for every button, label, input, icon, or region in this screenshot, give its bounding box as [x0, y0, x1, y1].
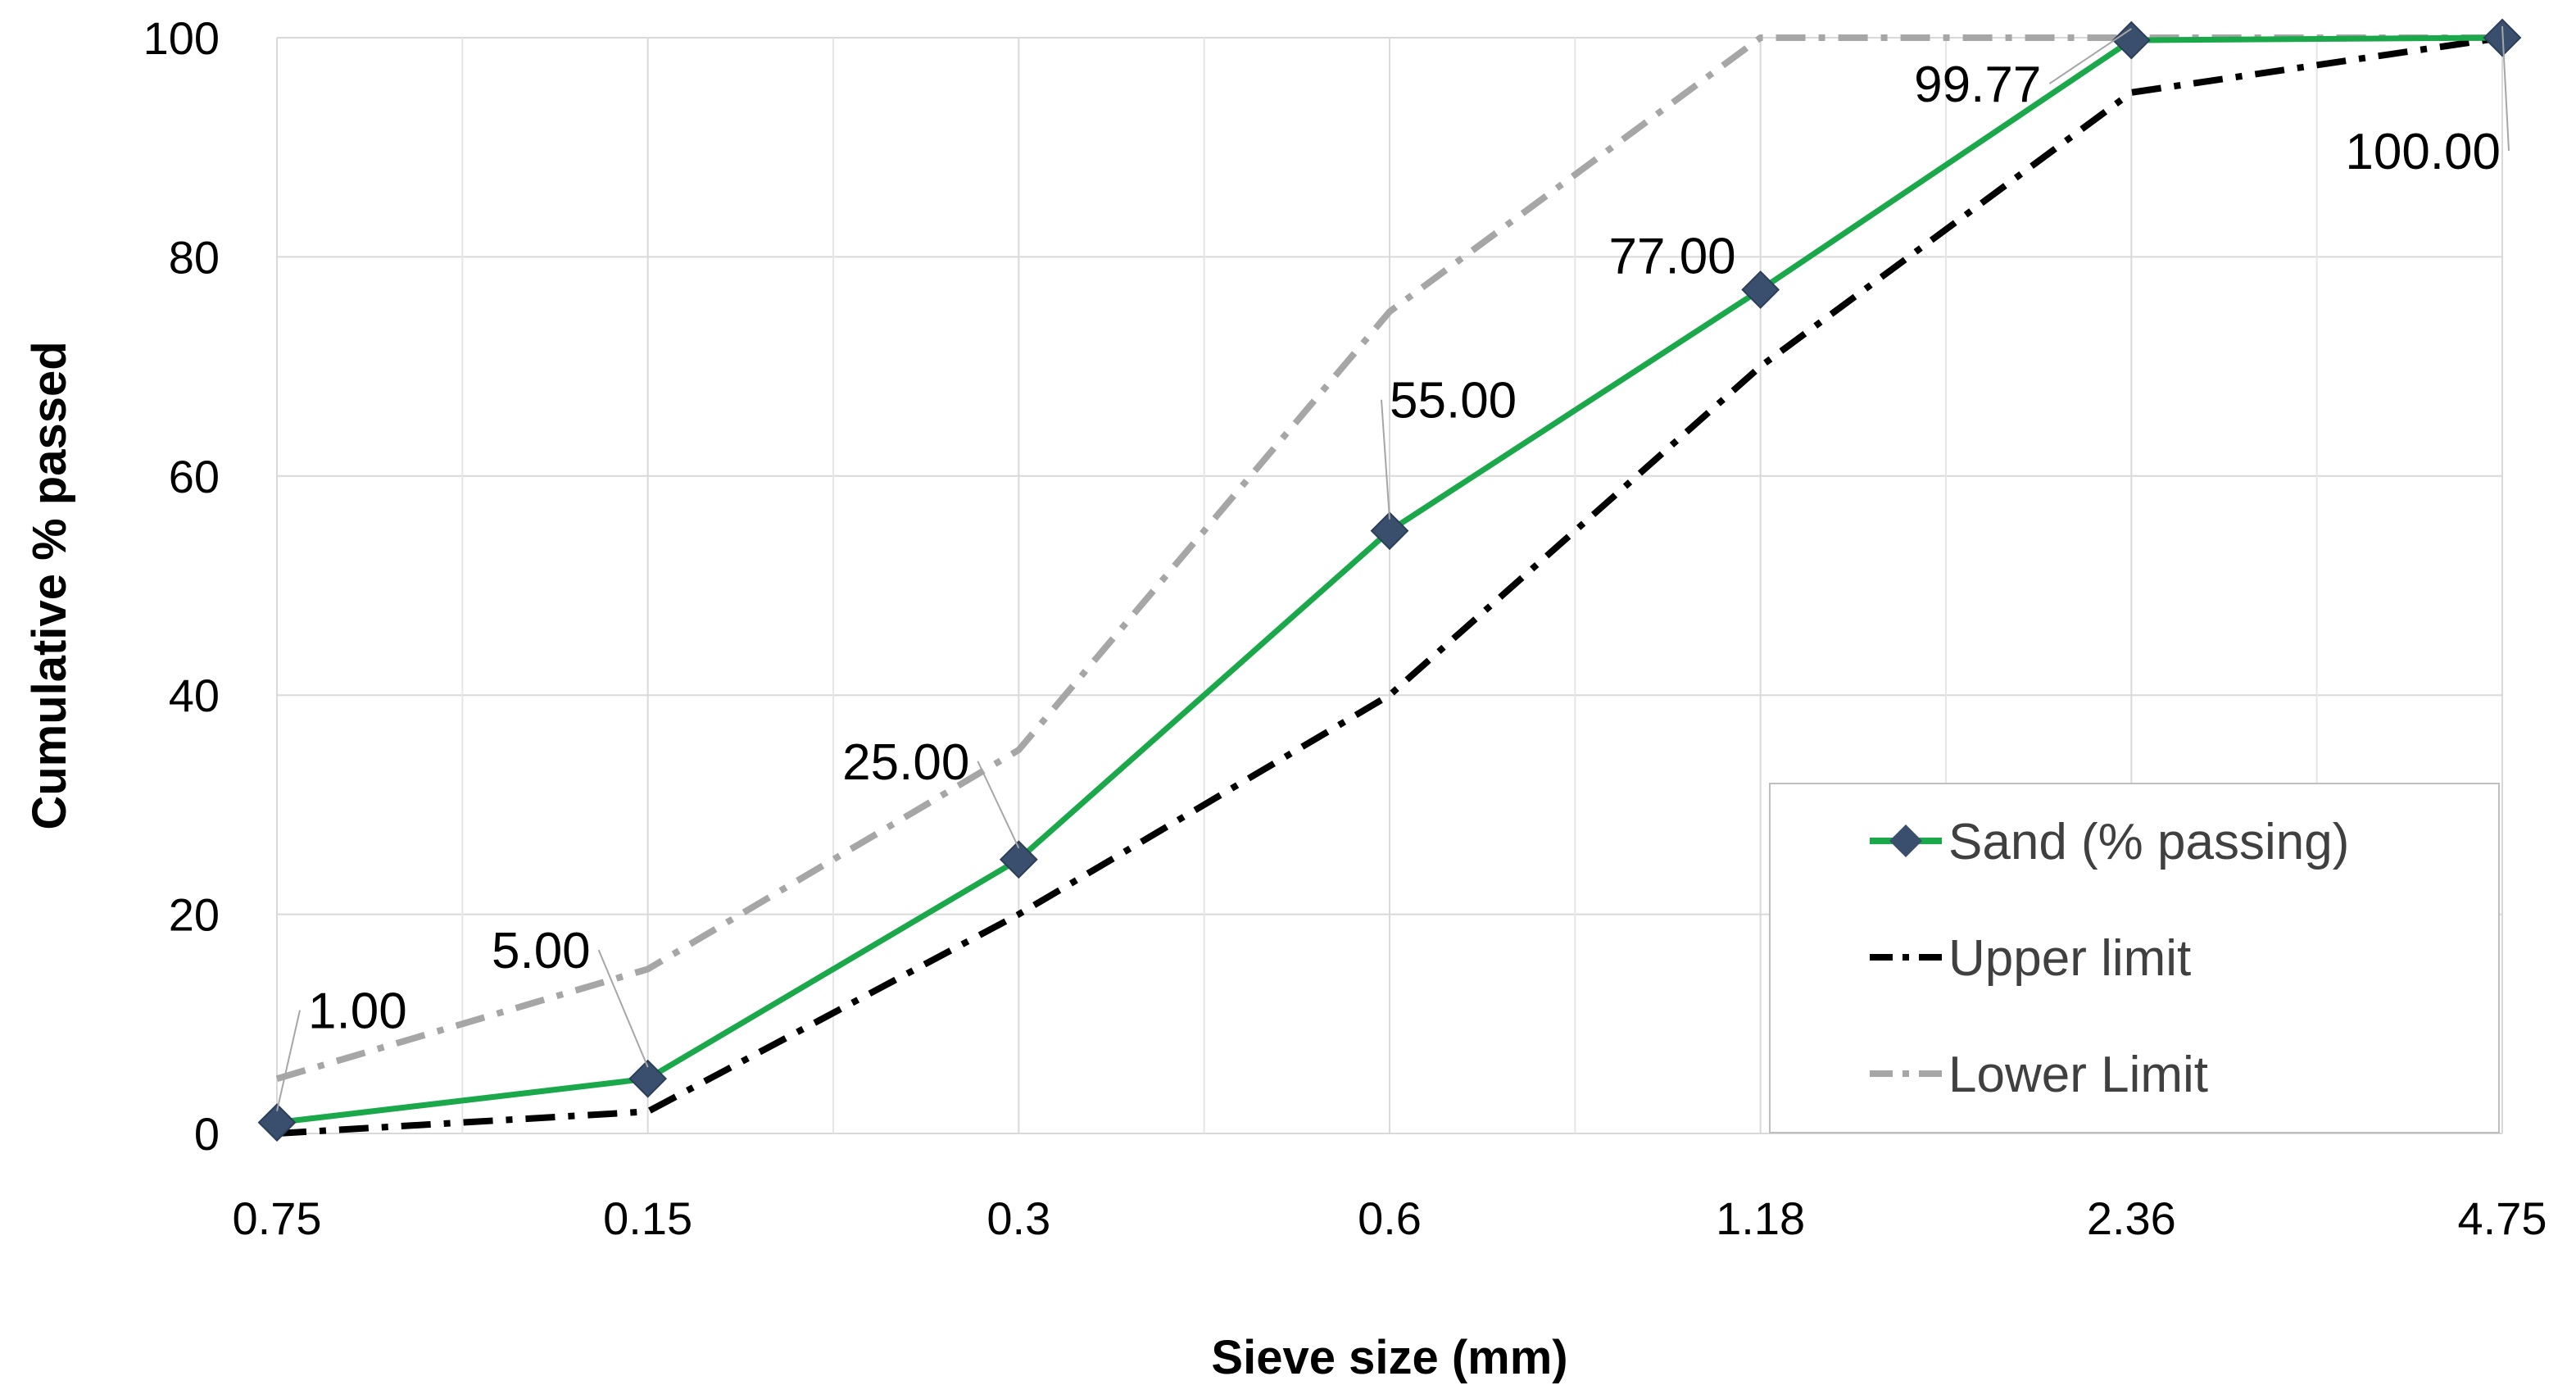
- sand-marker-4: [1741, 270, 1780, 309]
- y-tick-label-100: 100: [143, 12, 220, 64]
- x-tick-label-6: 4.75: [2458, 1192, 2547, 1244]
- x-tick-label-5: 2.36: [2087, 1192, 2176, 1244]
- data-label-2: 25.00: [842, 734, 969, 791]
- data-label-leader-3: [1381, 399, 1390, 520]
- data-label-leader-2: [977, 761, 1020, 849]
- sand-marker-1: [628, 1059, 668, 1098]
- y-tick-label-0: 0: [194, 1108, 220, 1160]
- x-axis-title: Sieve size (mm): [1211, 1331, 1567, 1384]
- x-tick-label-4: 1.18: [1716, 1192, 1805, 1244]
- y-tick-label-60: 60: [169, 451, 220, 502]
- sand-marker-0: [257, 1103, 297, 1142]
- legend-label-2: Lower Limit: [1948, 1047, 2208, 1103]
- x-tick-label-1: 0.15: [603, 1192, 692, 1244]
- legend-label-1: Upper limit: [1948, 930, 2191, 987]
- data-label-5: 99.77: [1914, 57, 2041, 113]
- data-label-6: 100.00: [2345, 124, 2501, 180]
- data-label-leader-5: [2048, 28, 2132, 84]
- data-label-leader-6: [2501, 25, 2510, 152]
- sand-marker-3: [1370, 511, 1409, 551]
- sand-marker-2: [999, 840, 1038, 879]
- data-label-1: 5.00: [492, 923, 591, 979]
- x-tick-label-0: 0.75: [233, 1192, 322, 1244]
- data-label-0: 1.00: [308, 983, 407, 1040]
- data-label-4: 77.00: [1609, 229, 1736, 285]
- y-tick-label-20: 20: [169, 889, 220, 941]
- x-tick-label-2: 0.3: [986, 1192, 1050, 1244]
- data-label-3: 55.00: [1390, 373, 1517, 429]
- y-tick-label-40: 40: [169, 670, 220, 721]
- data-label-leader-0: [276, 1010, 301, 1111]
- data-label-leader-1: [597, 949, 649, 1068]
- legend-label-0: Sand (% passing): [1948, 814, 2349, 870]
- y-axis-title: Cumulative % passed: [23, 341, 76, 829]
- sand-marker-5: [2111, 20, 2151, 60]
- y-tick-label-80: 80: [169, 231, 220, 283]
- x-tick-label-3: 0.6: [1358, 1192, 1422, 1244]
- legend-marker-0: [1889, 824, 1922, 857]
